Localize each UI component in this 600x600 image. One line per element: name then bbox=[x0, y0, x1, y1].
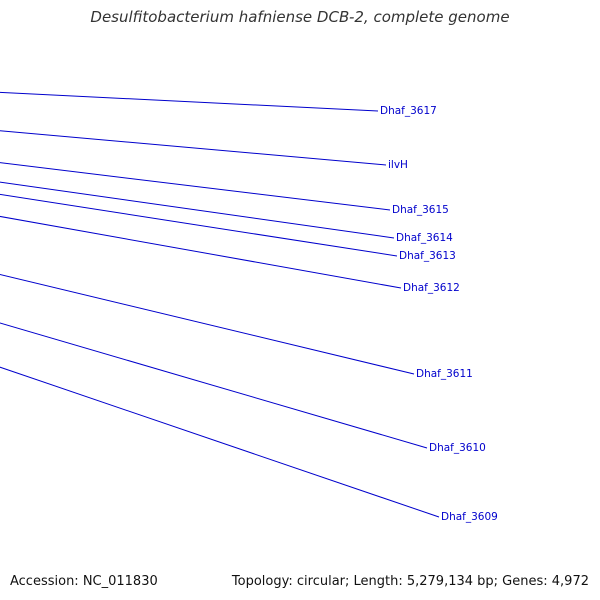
map-title: Desulfitobacterium hafniense DCB-2, comp… bbox=[90, 8, 510, 26]
gene-label: Dhaf_3614 bbox=[396, 232, 453, 244]
gene-label: Dhaf_3609 bbox=[441, 511, 498, 523]
gene-label-layer: Dhaf_3617 ilvH Dhaf_3615 Dhaf_3614 Dhaf_3613… bbox=[0, 91, 498, 523]
gene-label-leader bbox=[0, 130, 387, 166]
genome-summary: Topology: circular; Length: 5,279,134 bp… bbox=[231, 574, 589, 589]
gene-label-leader bbox=[0, 322, 428, 449]
gene-label-leader bbox=[0, 215, 402, 289]
gene-label: Dhaf_3615 bbox=[392, 204, 449, 216]
gene-label: Dhaf_3611 bbox=[416, 368, 473, 380]
gene-label: Dhaf_3612 bbox=[403, 282, 460, 294]
accession-label: Accession: NC_011830 bbox=[10, 574, 158, 589]
gene-label-leader bbox=[0, 181, 395, 239]
gene-label: Dhaf_3613 bbox=[399, 250, 456, 262]
gene-label: ilvH bbox=[388, 159, 408, 171]
gene-label-leader bbox=[0, 273, 415, 375]
gene-label: Dhaf_3617 bbox=[380, 105, 437, 117]
gene-label-leader bbox=[0, 366, 440, 518]
gene-label-leader bbox=[0, 162, 391, 211]
gene-label-leader bbox=[0, 193, 398, 257]
gene-label-leader bbox=[0, 91, 379, 112]
gene-label: Dhaf_3610 bbox=[429, 442, 486, 454]
